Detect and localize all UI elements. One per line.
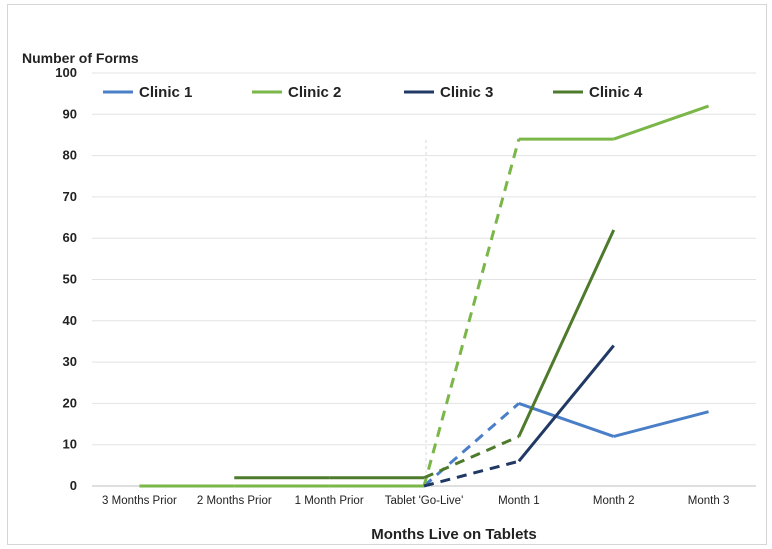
y-tick-label: 100 (55, 65, 77, 80)
y-tick-label: 60 (63, 230, 77, 245)
y-axis-label: Number of Forms (22, 50, 139, 66)
y-tick-label: 0 (70, 478, 77, 493)
line-segment (614, 412, 709, 437)
x-axis-ticks: 3 Months Prior 2 Months Prior 1 Month Prio… (102, 495, 729, 507)
y-tick-label: 90 (63, 106, 77, 121)
x-tick-label: Month 1 (498, 495, 540, 507)
y-tick-label: 30 (63, 354, 77, 369)
series-clinic-2 (139, 106, 708, 486)
y-tick-label: 80 (63, 148, 77, 163)
y-tick-label: 50 (63, 272, 77, 287)
legend-label: Clinic 2 (288, 84, 341, 101)
x-tick-label: Month 3 (688, 495, 730, 507)
x-axis-label: Months Live on Tablets (371, 526, 537, 543)
y-tick-label: 70 (63, 189, 77, 204)
series-clinic-3 (424, 346, 614, 486)
x-tick-label: Tablet 'Go-Live' (385, 495, 464, 507)
series-clinic-4 (234, 230, 613, 478)
series-lines (139, 106, 708, 486)
dashed-line-segment (424, 436, 519, 477)
legend-label: Clinic 3 (440, 84, 493, 101)
y-tick-label: 10 (63, 437, 77, 452)
y-axis-ticks: 0 10 20 30 40 50 60 70 80 90 100 (55, 65, 77, 493)
y-tick-label: 20 (63, 395, 77, 410)
dashed-line-segment (424, 139, 519, 486)
x-tick-label: 3 Months Prior (102, 495, 177, 507)
x-tick-label: 2 Months Prior (197, 495, 272, 507)
x-tick-label: 1 Month Prior (295, 495, 364, 507)
legend-label: Clinic 4 (589, 84, 643, 101)
legend: Clinic 1 Clinic 2 Clinic 3 Clinic 4 (103, 84, 643, 101)
legend-label: Clinic 1 (139, 84, 192, 101)
y-tick-label: 40 (63, 313, 77, 328)
line-segment (614, 106, 709, 139)
x-tick-label: Month 2 (593, 495, 635, 507)
